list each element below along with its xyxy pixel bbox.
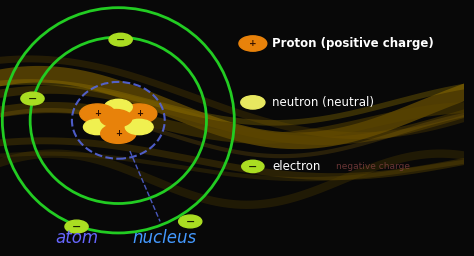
Text: −: − xyxy=(28,93,37,104)
Text: +: + xyxy=(115,129,122,138)
Text: nucleus: nucleus xyxy=(133,229,197,247)
Text: electron: electron xyxy=(273,160,321,173)
Circle shape xyxy=(21,92,44,105)
Text: −: − xyxy=(248,161,257,172)
Text: −: − xyxy=(72,221,81,232)
Text: neutron (neutral): neutron (neutral) xyxy=(273,96,374,109)
Text: +: + xyxy=(249,39,257,48)
Text: −: − xyxy=(185,216,195,227)
Text: +: + xyxy=(136,109,143,118)
Circle shape xyxy=(125,119,153,135)
Text: atom: atom xyxy=(55,229,98,247)
Circle shape xyxy=(179,215,202,228)
Text: +: + xyxy=(94,109,101,118)
Circle shape xyxy=(109,33,132,46)
Circle shape xyxy=(121,104,157,123)
Circle shape xyxy=(242,160,264,173)
Text: negative charge: negative charge xyxy=(337,162,410,171)
Circle shape xyxy=(83,119,111,135)
Circle shape xyxy=(241,96,265,109)
Circle shape xyxy=(100,124,136,143)
Circle shape xyxy=(239,36,267,51)
Circle shape xyxy=(80,104,115,123)
Text: Proton (positive charge): Proton (positive charge) xyxy=(273,37,434,50)
Text: −: − xyxy=(116,35,125,45)
Circle shape xyxy=(100,110,132,127)
Circle shape xyxy=(103,112,134,129)
Circle shape xyxy=(65,220,88,233)
Circle shape xyxy=(104,99,132,115)
